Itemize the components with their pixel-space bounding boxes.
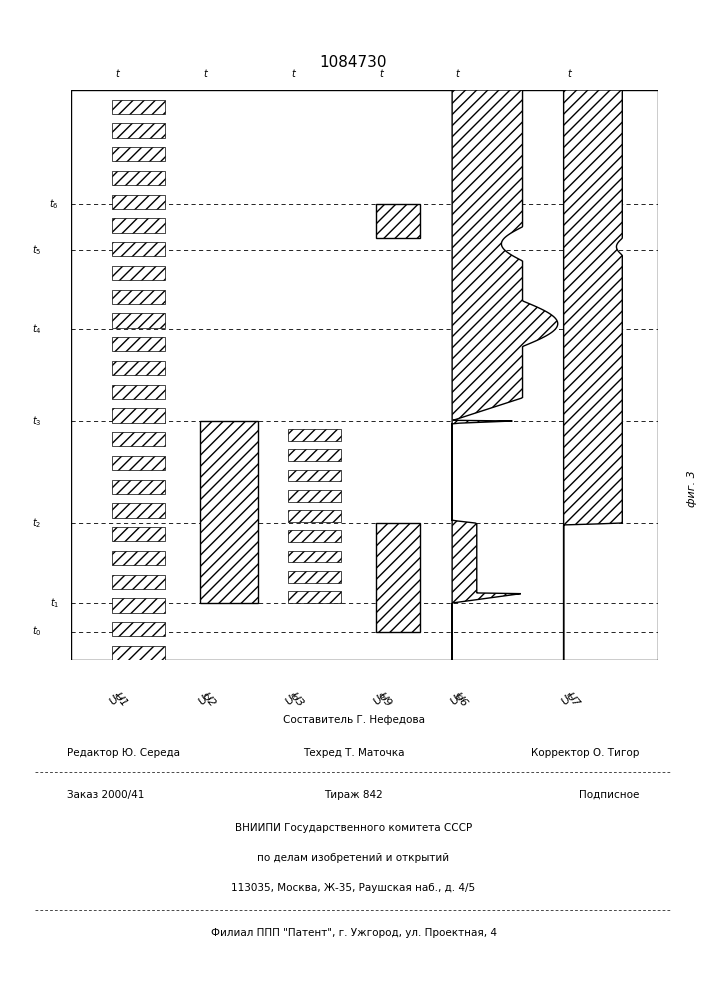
Bar bbox=[112, 456, 165, 470]
Bar bbox=[288, 449, 341, 461]
Text: $t$: $t$ bbox=[379, 67, 385, 79]
Bar bbox=[288, 571, 341, 583]
Text: $t$: $t$ bbox=[291, 67, 297, 79]
Bar bbox=[112, 218, 165, 233]
Text: $t_4$: $t_4$ bbox=[32, 323, 42, 336]
Bar bbox=[112, 266, 165, 280]
Bar bbox=[112, 361, 165, 375]
Bar bbox=[112, 622, 165, 636]
Text: по делам изобретений и открытий: по делам изобретений и открытий bbox=[257, 853, 450, 863]
Text: 1084730: 1084730 bbox=[320, 55, 387, 70]
Text: U7: U7 bbox=[563, 691, 581, 709]
Bar bbox=[112, 432, 165, 446]
Text: $U_9$: $U_9$ bbox=[370, 689, 391, 709]
Text: $U_2$: $U_2$ bbox=[194, 689, 215, 709]
Bar bbox=[112, 527, 165, 541]
Bar bbox=[288, 510, 341, 522]
Bar bbox=[288, 470, 341, 481]
Bar bbox=[112, 147, 165, 161]
Bar bbox=[112, 313, 165, 328]
Bar bbox=[112, 337, 165, 351]
Text: Подписное: Подписное bbox=[580, 790, 640, 800]
Text: U2: U2 bbox=[200, 691, 217, 709]
Bar bbox=[112, 574, 165, 589]
Text: U3: U3 bbox=[288, 691, 305, 709]
Text: $U_7$: $U_7$ bbox=[559, 689, 578, 709]
Text: 113035, Москва, Ж-35, Раушская наб., д. 4/5: 113035, Москва, Ж-35, Раушская наб., д. … bbox=[231, 883, 476, 893]
Text: Редактор Ю. Середа: Редактор Ю. Середа bbox=[67, 748, 180, 758]
Text: Тираж 842: Тираж 842 bbox=[324, 790, 383, 800]
Bar bbox=[112, 195, 165, 209]
Polygon shape bbox=[452, 90, 558, 660]
Text: $t$: $t$ bbox=[566, 67, 573, 79]
Text: $U_1$: $U_1$ bbox=[107, 689, 127, 709]
Bar bbox=[288, 490, 341, 502]
Text: $t_0$: $t_0$ bbox=[32, 625, 42, 638]
Text: $t_3$: $t_3$ bbox=[32, 414, 42, 428]
Bar bbox=[112, 100, 165, 114]
Text: Составитель Г. Нефедова: Составитель Г. Нефедова bbox=[283, 715, 424, 725]
Bar bbox=[200, 421, 259, 603]
Polygon shape bbox=[563, 90, 622, 660]
Bar bbox=[112, 598, 165, 612]
Text: Техред Т. Маточка: Техред Т. Маточка bbox=[303, 748, 404, 758]
Bar bbox=[112, 171, 165, 185]
Bar bbox=[112, 646, 165, 660]
Bar bbox=[112, 290, 165, 304]
Text: U9: U9 bbox=[376, 691, 393, 709]
Bar bbox=[288, 551, 341, 562]
Text: $U_3$: $U_3$ bbox=[283, 689, 303, 709]
Text: Заказ 2000/41: Заказ 2000/41 bbox=[67, 790, 144, 800]
Text: $U_6$: $U_6$ bbox=[447, 689, 467, 709]
Text: Корректор О. Тигор: Корректор О. Тигор bbox=[532, 748, 640, 758]
Text: $t_5$: $t_5$ bbox=[32, 243, 42, 257]
Bar bbox=[112, 551, 165, 565]
Bar bbox=[112, 242, 165, 256]
Bar bbox=[112, 503, 165, 518]
Text: $t_1$: $t_1$ bbox=[49, 596, 59, 610]
Bar bbox=[376, 523, 420, 632]
Text: Филиал ППП "Патент", г. Ужгород, ул. Проектная, 4: Филиал ППП "Патент", г. Ужгород, ул. Про… bbox=[211, 928, 496, 938]
Text: ВНИИПИ Государственного комитета СССР: ВНИИПИ Государственного комитета СССР bbox=[235, 823, 472, 833]
Text: U6: U6 bbox=[452, 691, 469, 709]
Bar bbox=[288, 530, 341, 542]
Bar bbox=[112, 384, 165, 399]
Bar bbox=[112, 408, 165, 422]
Text: $t$: $t$ bbox=[203, 67, 209, 79]
Bar bbox=[112, 480, 165, 494]
Text: U1: U1 bbox=[112, 691, 129, 709]
Text: фиг. 3: фиг. 3 bbox=[687, 471, 697, 507]
Bar bbox=[288, 429, 341, 441]
Bar bbox=[288, 591, 341, 603]
Bar bbox=[376, 204, 420, 238]
Text: $t_6$: $t_6$ bbox=[49, 197, 59, 211]
Text: $t$: $t$ bbox=[115, 67, 121, 79]
Text: $t$: $t$ bbox=[455, 67, 461, 79]
Bar bbox=[112, 123, 165, 138]
Text: $t_2$: $t_2$ bbox=[32, 516, 42, 530]
